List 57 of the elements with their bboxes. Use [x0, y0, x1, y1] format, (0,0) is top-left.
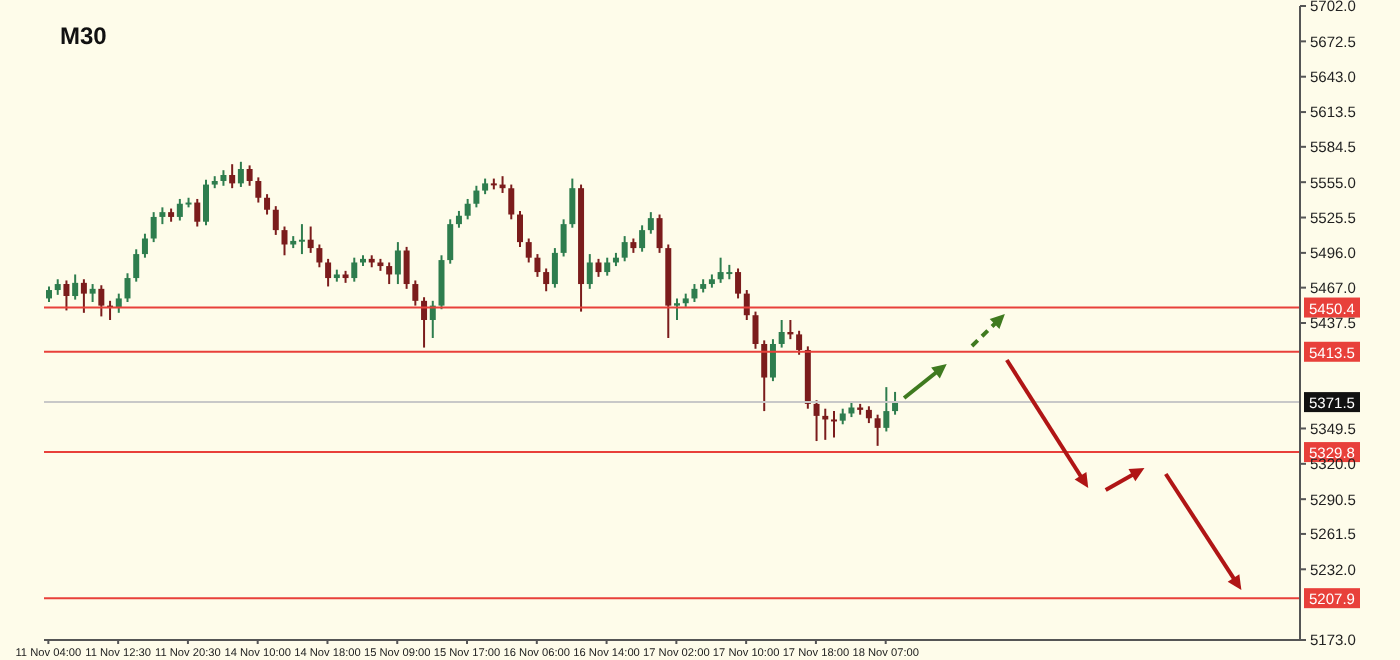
- candlestick: [534, 253, 541, 278]
- candlestick: [560, 218, 567, 258]
- candlestick: [316, 243, 323, 269]
- candlestick: [438, 254, 445, 311]
- candlestick: [124, 272, 131, 304]
- candlestick: [281, 225, 288, 257]
- candlestick: [551, 247, 558, 289]
- candlestick: [796, 329, 803, 356]
- candlestick: [543, 267, 550, 293]
- candlestick: [647, 211, 654, 235]
- candlestick: [656, 213, 663, 254]
- candlestick: [517, 209, 523, 248]
- candlestick: [298, 223, 305, 256]
- candlestick: [735, 267, 742, 300]
- candlestick: [412, 279, 419, 307]
- candlestick: [115, 292, 122, 314]
- candlestick: [194, 197, 201, 228]
- candlestick: [778, 319, 785, 349]
- candlestick: [447, 218, 454, 265]
- candlestick: [141, 232, 148, 259]
- candlestick: [307, 225, 314, 254]
- candlestick: [229, 163, 236, 190]
- candlestick: [272, 205, 279, 236]
- candlestick: [72, 273, 79, 301]
- candlestick: [769, 338, 776, 383]
- candlestick: [246, 164, 253, 187]
- candlestick: [464, 197, 471, 221]
- candlestick: [586, 253, 593, 290]
- candlestick: [351, 256, 358, 283]
- candlestick: [883, 386, 890, 433]
- candlestick: [874, 413, 881, 447]
- candlestick: [386, 261, 393, 286]
- candlestick: [569, 177, 576, 229]
- candlestick: [639, 224, 646, 253]
- text: M30: [60, 22, 107, 50]
- candlestick: [508, 183, 515, 221]
- candlestick: [150, 211, 157, 244]
- candlestick: [813, 399, 820, 443]
- candlestick: [255, 176, 262, 204]
- candlestick: [80, 278, 87, 314]
- candlestick: [674, 297, 680, 321]
- candlestick: [203, 178, 209, 227]
- candlestick: [98, 284, 105, 318]
- candlestick: [264, 193, 271, 216]
- candlestick: [403, 245, 410, 290]
- candlestick: [63, 279, 70, 312]
- candlestick: [237, 160, 244, 188]
- candlestick: [525, 237, 532, 264]
- candlestick: [752, 310, 759, 350]
- candlestick: [831, 410, 837, 439]
- candlestick: [621, 235, 628, 263]
- candlestick: [761, 339, 768, 413]
- candlestick: [133, 248, 140, 283]
- candlestick: [473, 184, 480, 209]
- candlestick: [717, 256, 724, 284]
- candlestick: [394, 241, 401, 286]
- candlestick: [325, 257, 332, 288]
